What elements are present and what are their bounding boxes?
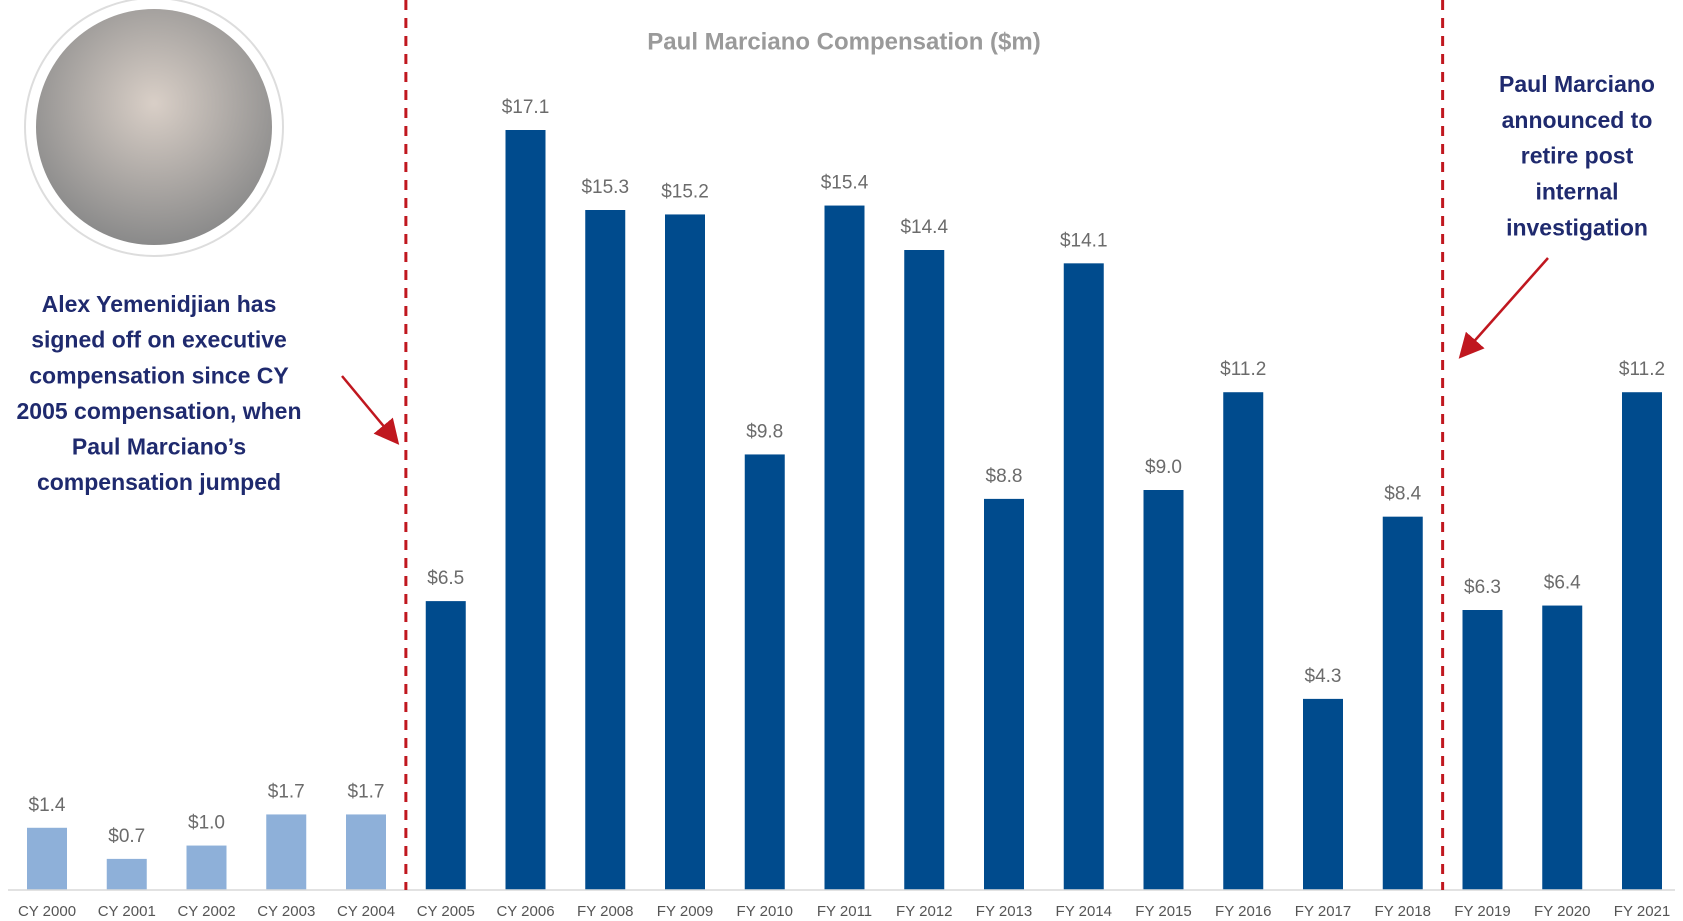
bar xyxy=(1622,392,1662,890)
x-tick-label: FY 2012 xyxy=(896,903,952,920)
chart-title: Paul Marciano Compensation ($m) xyxy=(647,28,1040,55)
value-label: $1.4 xyxy=(29,795,66,816)
value-label: $8.4 xyxy=(1384,484,1421,505)
bar xyxy=(1064,263,1104,890)
chart: Paul Marciano Compensation ($m) $1.4 CY 2… xyxy=(0,0,1683,921)
x-tick-label: FY 2009 xyxy=(657,903,713,920)
annotation: Alex Yemenidjian has xyxy=(42,291,277,317)
bar xyxy=(1144,490,1184,890)
bar xyxy=(1383,517,1423,890)
annotation: signed off on executive xyxy=(31,327,287,353)
bar xyxy=(346,814,386,890)
x-tick-label: CY 2003 xyxy=(257,903,315,920)
x-tick-label: FY 2019 xyxy=(1454,903,1510,920)
x-tick-label: CY 2000 xyxy=(18,903,76,920)
value-label: $14.4 xyxy=(900,217,948,238)
value-label: $8.8 xyxy=(986,466,1023,487)
annotation: Paul Marciano’s xyxy=(72,433,246,459)
value-label: $15.3 xyxy=(581,177,629,198)
arrow xyxy=(342,376,396,441)
annotation: retire post xyxy=(1521,143,1634,169)
value-label: $11.2 xyxy=(1619,359,1665,380)
value-label: $1.7 xyxy=(268,781,305,802)
x-tick-label: FY 2013 xyxy=(976,903,1032,920)
value-label: $9.0 xyxy=(1145,457,1182,478)
bar xyxy=(665,214,705,890)
bar xyxy=(825,206,865,890)
value-label: $17.1 xyxy=(502,97,550,118)
x-tick-label: FY 2018 xyxy=(1375,903,1431,920)
bar xyxy=(1223,392,1263,890)
x-tick-label: CY 2004 xyxy=(337,903,395,920)
x-tick-label: FY 2021 xyxy=(1614,903,1670,920)
annotation: internal xyxy=(1535,178,1618,204)
annotation: 2005 compensation, when xyxy=(16,398,301,424)
bar xyxy=(426,601,466,890)
value-label: $6.3 xyxy=(1464,577,1501,598)
bar xyxy=(187,846,227,890)
value-label: $1.0 xyxy=(188,813,225,834)
x-tick-label: FY 2020 xyxy=(1534,903,1590,920)
x-tick-label: FY 2008 xyxy=(577,903,633,920)
value-label: $11.2 xyxy=(1220,359,1266,380)
value-label: $0.7 xyxy=(108,826,145,847)
value-label: $1.7 xyxy=(348,781,385,802)
x-tick-label: CY 2006 xyxy=(496,903,554,920)
annotation: compensation since CY xyxy=(29,362,288,388)
bar xyxy=(266,814,306,890)
value-label: $15.2 xyxy=(661,181,709,202)
bar xyxy=(506,130,546,890)
bar xyxy=(107,859,147,890)
x-tick-label: FY 2015 xyxy=(1135,903,1191,920)
bar xyxy=(27,828,67,890)
bar xyxy=(745,454,785,890)
value-label: $15.4 xyxy=(821,173,869,194)
x-tick-label: CY 2001 xyxy=(98,903,156,920)
value-label: $14.1 xyxy=(1060,230,1108,251)
bar xyxy=(904,250,944,890)
value-label: $4.3 xyxy=(1305,666,1342,687)
value-label: $9.8 xyxy=(746,421,783,442)
bar xyxy=(585,210,625,890)
x-tick-label: CY 2002 xyxy=(177,903,235,920)
value-label: $6.4 xyxy=(1544,573,1581,594)
value-label: $6.5 xyxy=(427,568,464,589)
photo xyxy=(36,9,272,245)
bar xyxy=(1463,610,1503,890)
bar xyxy=(1303,699,1343,890)
x-tick-label: FY 2011 xyxy=(817,903,872,920)
annotation: compensation jumped xyxy=(37,469,281,495)
annotation: Paul Marciano xyxy=(1499,71,1655,97)
annotation: investigation xyxy=(1506,214,1648,240)
annotation: announced to xyxy=(1502,107,1653,133)
x-tick-label: FY 2017 xyxy=(1295,903,1351,920)
arrow xyxy=(1462,258,1548,355)
x-tick-label: FY 2010 xyxy=(737,903,793,920)
x-tick-label: FY 2014 xyxy=(1056,903,1112,920)
bar xyxy=(1542,606,1582,890)
x-tick-label: CY 2005 xyxy=(417,903,475,920)
x-tick-label: FY 2016 xyxy=(1215,903,1271,920)
bar xyxy=(984,499,1024,890)
